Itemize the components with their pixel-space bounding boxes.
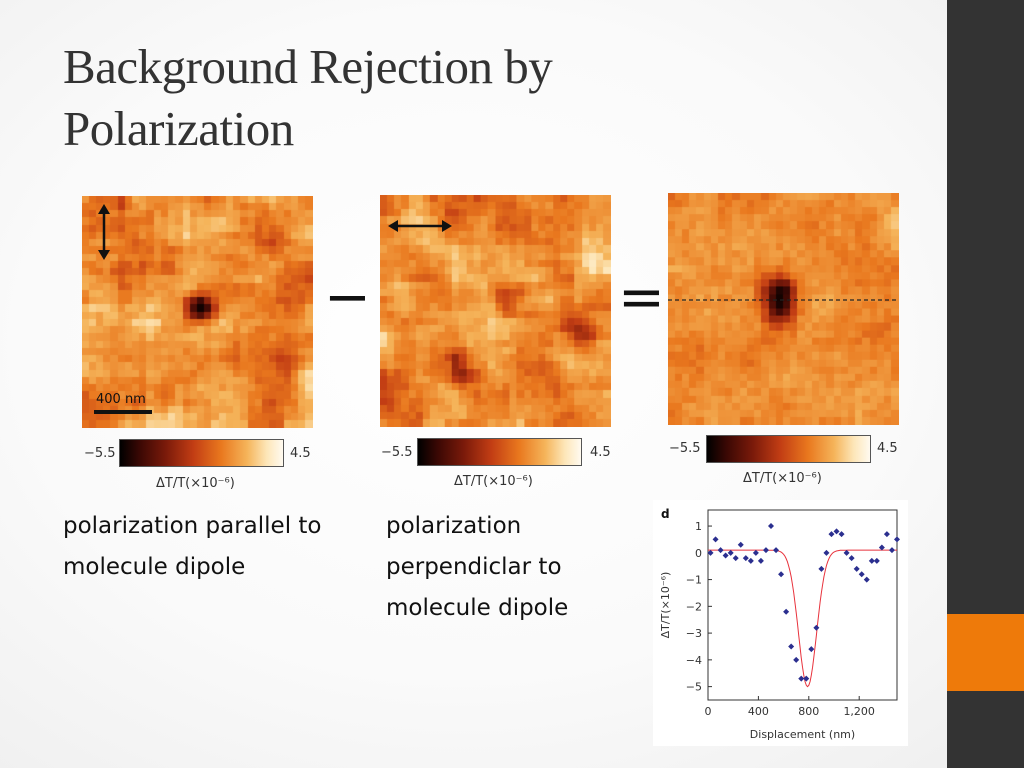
y-tick-label: −5 <box>686 681 702 694</box>
data-point <box>838 531 845 538</box>
data-point <box>894 536 900 543</box>
data-point <box>848 555 855 562</box>
sidebar-accent <box>947 614 1024 691</box>
x-tick-label: 400 <box>748 705 769 718</box>
data-point <box>783 608 790 615</box>
colorbar-title: ΔT/T(×10⁻⁶) <box>156 476 235 491</box>
colorbar-max-label: 4.5 <box>877 441 898 456</box>
colorbar-min-label: −5.5 <box>381 445 413 460</box>
chart-frame <box>707 509 898 701</box>
data-point <box>762 547 769 554</box>
scale-bar-label: 400 nm <box>96 392 146 407</box>
data-point <box>818 565 825 572</box>
data-point <box>737 541 744 548</box>
profile-dashed-line <box>668 299 899 301</box>
x-tick-label: 800 <box>798 705 819 718</box>
data-point <box>727 549 734 556</box>
data-point <box>883 531 890 538</box>
panel-label: d <box>661 507 670 521</box>
x-axis-label: Displacement (nm) <box>750 728 855 741</box>
colorbar <box>417 438 582 466</box>
y-tick-label: −2 <box>686 600 702 613</box>
data-point <box>808 646 815 653</box>
colorbar-min-label: −5.5 <box>84 446 116 461</box>
y-tick-label: 1 <box>695 520 702 533</box>
data-point <box>843 549 850 556</box>
data-point <box>863 576 870 583</box>
data-point <box>778 571 785 578</box>
data-point <box>878 544 885 551</box>
data-point <box>773 547 780 554</box>
heatmap-parallel <box>82 196 313 428</box>
data-point <box>747 557 754 564</box>
y-tick-label: −4 <box>686 654 702 667</box>
data-point <box>868 557 875 564</box>
caption-parallel: polarization parallel to molecule dipole <box>63 513 322 580</box>
y-tick-label: 0 <box>695 547 702 560</box>
data-point <box>712 536 719 543</box>
colorbar-title: ΔT/T(×10⁻⁶) <box>454 474 533 489</box>
y-tick-label: −3 <box>686 627 702 640</box>
scale-bar <box>94 410 152 414</box>
horizontal-polarization-arrow-icon <box>388 220 452 232</box>
vertical-polarization-arrow-icon <box>98 204 110 260</box>
line-profile-chart-panel: 1 0 −1 −2 −3 −4 −5 0 400 800 1,200 Displacement (nm… <box>653 500 908 746</box>
heatmap-perpendicular <box>380 195 611 427</box>
colorbar-max-label: 4.5 <box>290 446 311 461</box>
data-point <box>707 549 714 556</box>
data-point <box>768 523 774 530</box>
fit-curve <box>708 549 897 688</box>
data-point <box>858 571 865 578</box>
data-point <box>752 549 759 556</box>
data-point <box>803 675 810 682</box>
y-tick-label: −1 <box>686 574 702 587</box>
data-point <box>717 547 724 554</box>
x-tick-label: 1,200 <box>843 705 875 718</box>
x-tick-label: 0 <box>705 705 712 718</box>
data-point <box>823 549 830 556</box>
data-point <box>757 557 764 564</box>
colorbar-min-label: −5.5 <box>669 441 701 456</box>
equals-operator: = <box>618 265 665 330</box>
data-point <box>833 528 840 535</box>
colorbar <box>119 439 284 467</box>
data-point <box>788 643 795 650</box>
data-point <box>813 624 820 631</box>
heatmap-difference <box>668 193 899 425</box>
data-point <box>853 565 860 572</box>
colorbar-max-label: 4.5 <box>590 445 611 460</box>
colorbar-title: ΔT/T(×10⁻⁶) <box>743 471 822 486</box>
data-point <box>732 555 739 562</box>
colorbar <box>706 435 871 463</box>
slide-title: Background Rejection by Polarization <box>63 39 553 156</box>
data-point <box>888 547 895 554</box>
data-point <box>798 675 805 682</box>
data-point <box>742 555 749 562</box>
data-point <box>793 656 800 663</box>
y-axis-label: ΔT/T(×10⁻⁶) <box>659 572 672 639</box>
data-point <box>873 557 880 564</box>
minus-operator: − <box>324 265 371 330</box>
caption-perpendicular: polarization perpendiclar to molecule di… <box>386 513 569 621</box>
data-point <box>828 531 835 538</box>
data-point <box>722 552 729 559</box>
